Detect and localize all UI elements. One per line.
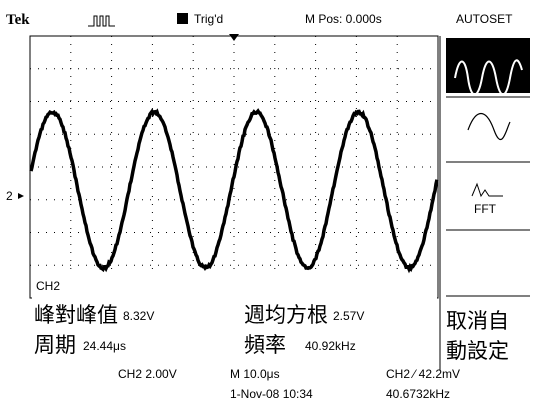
measure-label: 頻率 [244,334,286,357]
time-scale: M 10.0μs [230,367,280,381]
trigger-freq: 40.6732kHz [386,387,450,401]
brand: Tek [6,12,30,28]
scope-screen: Tek Trig'd M Pos: 0.000s AUTOSET 2 FFT 取… [0,0,533,403]
menu-title: AUTOSET [456,12,513,26]
measure-channel: CH2 [36,279,60,293]
measure-value: 8.32V [123,309,154,323]
measure-label: 週均方根 [244,304,328,327]
trigger-level: CH2 ⁄ 42.2mV [386,367,460,381]
date: 1-Nov-08 10:34 [230,387,313,401]
menu-fft: FFT [474,202,497,216]
trigger-box [177,13,188,24]
measure-value: 40.92kHz [305,339,356,353]
measure-value: 2.57V [333,309,364,323]
position: M Pos: 0.000s [305,12,382,26]
menu-cancel: 取消自 [446,310,509,333]
measure-value: 24.44μs [83,339,126,353]
ch-scale: CH2 2.00V [118,367,177,381]
menu-cancel: 動設定 [446,340,509,363]
measure-label: 峰對峰值 [34,304,118,327]
measure-label: 周期 [34,334,76,357]
trigger-status: Trig'd [194,12,223,26]
channel-marker: 2 [6,189,13,203]
